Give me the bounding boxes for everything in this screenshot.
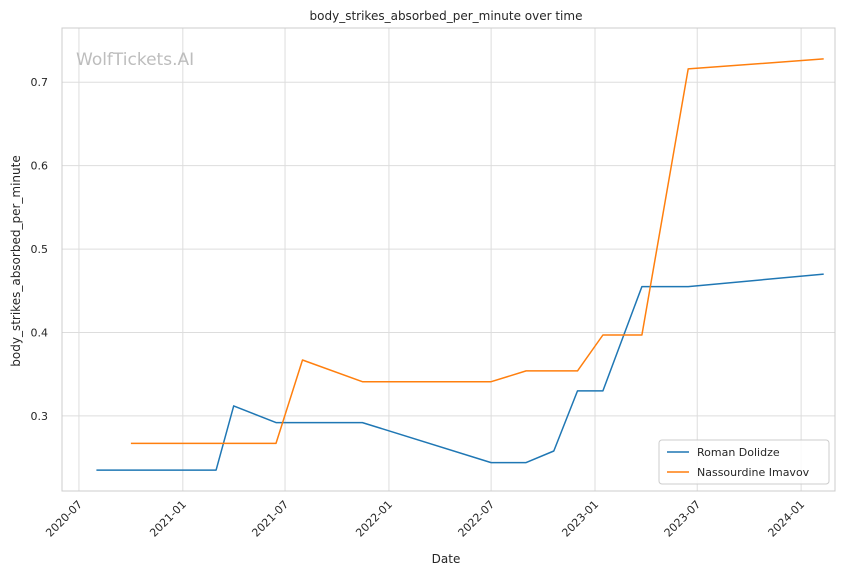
plot-frame (61, 27, 836, 492)
legend-box (658, 439, 830, 485)
x-tick-label: 2020-07 (43, 498, 85, 540)
x-tick-label: 2021-01 (147, 498, 189, 540)
y-axis-label: body_strikes_absorbed_per_minute (9, 155, 23, 366)
x-tick-label: 2024-01 (766, 498, 808, 540)
y-tick-label: 0.4 (31, 326, 49, 339)
y-tick-label: 0.7 (31, 76, 49, 89)
legend-label: Roman Dolidze (697, 446, 780, 459)
chart-title: body_strikes_absorbed_per_minute over ti… (310, 9, 583, 23)
x-axis-ticks: 2020-07 2021-01 2021-07 2022-01 2022-07 2023-… (43, 498, 807, 540)
series-line-1 (96, 273, 824, 471)
x-axis-label: Date (432, 552, 461, 566)
y-axis-ticks: 0.3 0.4 0.5 0.6 0.7 (31, 76, 49, 423)
series-line-2 (130, 58, 824, 445)
y-tick-label: 0.5 (31, 243, 49, 256)
x-tick-label: 2022-07 (456, 498, 498, 540)
x-tick-label: 2021-07 (249, 498, 291, 540)
x-tick-label: 2023-01 (559, 498, 601, 540)
x-tick-label: 2023-07 (662, 498, 704, 540)
x-tick-label: 2022-01 (353, 498, 395, 540)
legend-label: Nassourdine Imavov (697, 466, 810, 479)
y-tick-label: 0.6 (31, 160, 49, 173)
y-tick-label: 0.3 (31, 410, 49, 423)
watermark: WolfTickets.AI (76, 50, 194, 70)
legend: Roman Dolidze Nassourdine Imavov (658, 439, 830, 485)
series-layer (96, 58, 824, 471)
grid (62, 28, 835, 491)
